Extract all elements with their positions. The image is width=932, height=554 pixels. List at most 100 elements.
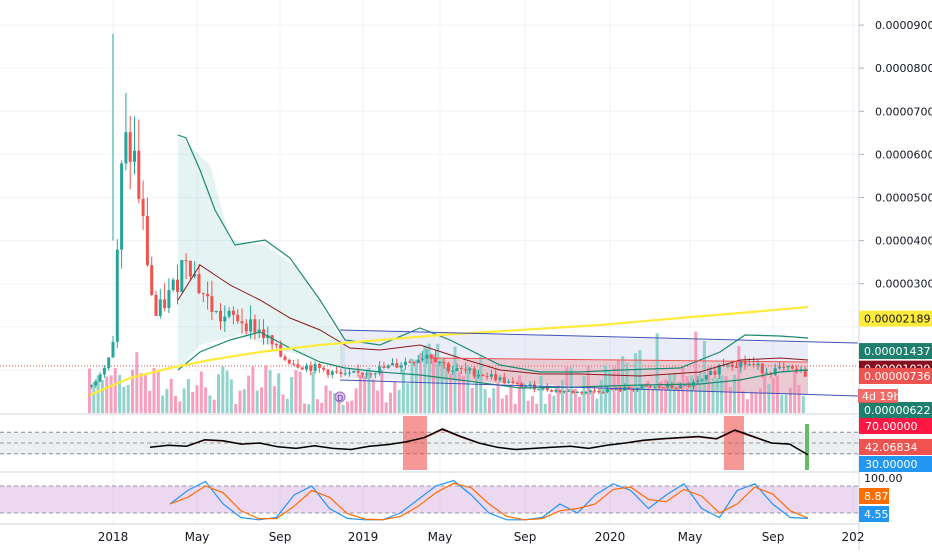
candle-body [300, 367, 304, 370]
candle-body [231, 310, 235, 315]
volume-bar [784, 394, 788, 413]
volume-bar [139, 373, 143, 413]
volume-bar [242, 389, 246, 413]
candle-body [309, 365, 313, 372]
candle-body [124, 132, 128, 164]
candle-body [348, 372, 351, 374]
volume-bar [186, 379, 190, 413]
osc2-label-1: 8.87 [864, 490, 889, 503]
volume-bar [389, 392, 392, 413]
volume-bar [229, 379, 233, 413]
candle-body [292, 363, 296, 365]
candle-body [102, 368, 106, 375]
candle-body [442, 362, 446, 364]
candle-body [515, 383, 519, 385]
volume-bar [522, 382, 526, 413]
candle-body [133, 150, 136, 162]
volume-bar [509, 384, 513, 413]
time-tick-label-8: Sep [762, 530, 785, 544]
volume-bar [771, 378, 775, 413]
candle-body [386, 365, 390, 369]
candle-body [618, 387, 622, 391]
candle-body [184, 260, 188, 262]
candle-body [403, 361, 407, 366]
volume-bar [268, 370, 272, 413]
volume-bar [539, 375, 543, 413]
candle-body [356, 370, 360, 373]
volume-bar [754, 391, 758, 413]
volume-bar [143, 374, 147, 413]
candle-body [335, 371, 339, 373]
candle-body [563, 391, 566, 393]
price-badge-box-3 [859, 368, 932, 384]
trend-line-yellow [89, 305, 809, 397]
candle-body [141, 198, 145, 217]
volume-bar [333, 393, 337, 413]
volume-bar [161, 395, 165, 413]
channel-lower-line [339, 379, 859, 397]
volume-bar [320, 402, 324, 413]
volume-bar [496, 382, 500, 413]
candle-body [498, 377, 502, 381]
volume-bar [647, 381, 650, 413]
candle-body [773, 368, 777, 375]
candle-body [760, 363, 764, 374]
price-badge-box-4 [859, 402, 932, 418]
candle-body [507, 381, 511, 384]
volume-bar [604, 365, 607, 413]
time-tick-label-6: 2020 [595, 530, 626, 544]
candle-body [713, 371, 717, 375]
candle-body [360, 372, 364, 375]
candle-body [90, 385, 93, 387]
osc1-main-line [149, 428, 809, 456]
candle-body [485, 375, 489, 377]
volume-bar [776, 375, 779, 413]
volume-bar [303, 403, 306, 413]
time-axis[interactable]: 2018 May Sep 2019 May Sep 2020 May Sep 202 [98, 530, 865, 544]
volume-bar [217, 374, 220, 413]
volume-bar [462, 375, 466, 413]
volume-bar [621, 356, 625, 413]
volume-bar [131, 369, 134, 413]
osc1-label-2: 30.00000 [865, 458, 918, 471]
candle-body [94, 381, 98, 386]
volume-bar [199, 371, 203, 413]
volume-bar [337, 399, 341, 413]
volume-bar [487, 397, 491, 413]
volume-bar [659, 381, 663, 413]
lines-layer [89, 134, 859, 397]
volume-bar [561, 379, 564, 413]
candle-body [326, 369, 330, 375]
volume-bar [548, 393, 552, 413]
candle-body [219, 310, 222, 322]
candle-body [322, 367, 326, 370]
volume-bar [363, 375, 367, 413]
candle-body [158, 299, 162, 316]
candle-body [343, 373, 347, 375]
candle-body [532, 384, 536, 390]
volume-bar [96, 375, 100, 413]
candle-body [305, 365, 308, 370]
volume-bar [311, 371, 315, 413]
volume-bar [324, 385, 328, 413]
candle-body [511, 381, 515, 384]
grid-layer [0, 0, 858, 524]
candle-body [597, 390, 601, 393]
candle-body [554, 390, 558, 392]
dividend-marker[interactable]: D [334, 391, 346, 403]
volume-bar [586, 366, 590, 413]
volume-bar [169, 378, 173, 413]
candle-body [687, 385, 691, 387]
candle-body [206, 293, 210, 297]
volume-bar [690, 375, 693, 413]
volume-bar [629, 386, 633, 413]
volume-bar [427, 343, 431, 413]
volume-bar [668, 374, 672, 413]
volume-bar [513, 403, 517, 413]
candle-body [502, 377, 506, 384]
candle-body [468, 368, 472, 371]
